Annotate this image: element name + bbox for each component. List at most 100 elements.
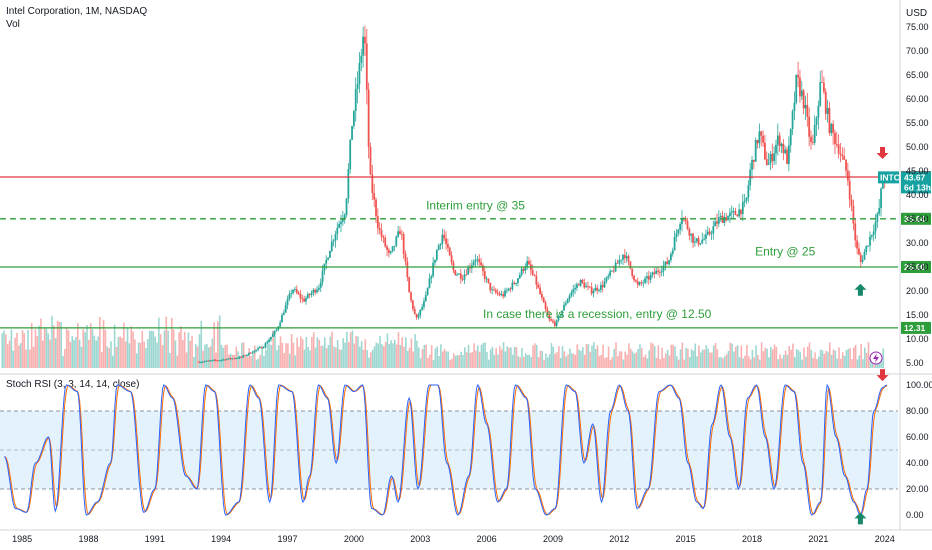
candle-body [660, 271, 663, 273]
candle-body [211, 360, 213, 362]
candle-body [316, 289, 318, 293]
volume-bar [849, 348, 851, 368]
volume-bar [712, 345, 715, 368]
candle-body [603, 281, 606, 288]
candle-body [330, 241, 333, 252]
candle-body [535, 275, 538, 285]
volume-bar [502, 342, 505, 368]
volume-bar [633, 353, 636, 368]
volume-bar [779, 354, 781, 368]
rsi-tick-label: 80.00 [906, 406, 929, 416]
candle-body [609, 271, 611, 276]
volume-bar [252, 353, 254, 368]
time-tick-label: 2006 [477, 534, 497, 544]
candle-body [705, 234, 707, 239]
volume-bar [237, 351, 239, 368]
volume-bar [200, 320, 203, 368]
volume-bar [399, 344, 402, 368]
volume-bar [642, 357, 645, 368]
candle-body [673, 236, 676, 251]
volume-bar [836, 358, 838, 368]
volume-bar [82, 329, 85, 368]
volume-bar [338, 349, 341, 368]
volume-bar [176, 355, 179, 368]
candle-body [760, 131, 763, 136]
volume-bar [515, 347, 518, 368]
volume-bar [130, 326, 133, 368]
volume-bar [71, 336, 74, 368]
candle-body [767, 163, 770, 165]
volume-bar [548, 354, 551, 368]
candle-body [301, 298, 304, 300]
candle-body [708, 231, 711, 234]
volume-bar [206, 343, 208, 368]
volume-bar [430, 345, 433, 368]
volume-bar [333, 346, 335, 368]
volume-bar [5, 334, 7, 368]
candle-body [881, 178, 884, 189]
volume-bar [73, 339, 75, 368]
volume-bar [615, 342, 617, 368]
volume-bar [416, 340, 418, 368]
volume-bar [388, 343, 391, 368]
candle-body [647, 276, 650, 280]
candle-body [441, 234, 444, 244]
volume-bar [250, 356, 252, 368]
candle-body [485, 278, 488, 280]
candle-body [338, 224, 341, 228]
volume-bar [425, 344, 427, 368]
volume-bar [287, 343, 289, 368]
stoch-rsi-label: Stoch RSI (3, 3, 14, 14, close) [6, 379, 140, 390]
candle-body [352, 111, 355, 126]
volume-bar [373, 346, 376, 368]
candle-body [872, 231, 875, 235]
candle-body [806, 105, 809, 117]
candle-body [623, 254, 626, 259]
candle-body [870, 234, 873, 237]
volume-bar [733, 351, 735, 368]
candle-body [699, 243, 702, 245]
volume-bar [414, 334, 416, 368]
candle-body [625, 256, 628, 259]
volume-bar [622, 359, 625, 368]
volume-bar [126, 327, 129, 368]
price-level-label: 35.04 [904, 214, 926, 224]
candle-body [583, 282, 586, 288]
rsi-tick-label: 60.00 [906, 432, 929, 442]
candle-body [701, 239, 704, 244]
volume-bar [631, 351, 634, 368]
volume-bar [167, 330, 169, 368]
volume-bar [773, 344, 776, 368]
candle-body [358, 62, 361, 85]
volume-bar [325, 348, 328, 368]
volume-bar [344, 342, 346, 368]
volume-bar [298, 346, 300, 368]
candle-body [611, 270, 613, 272]
volume-bar [635, 352, 638, 368]
candle-body [279, 322, 282, 327]
volume-bar [88, 339, 90, 368]
volume-bar [729, 342, 732, 368]
rsi-sell-arrow [876, 369, 889, 382]
candle-body [607, 275, 610, 278]
volume-bar [143, 341, 145, 368]
last-price-badge [901, 171, 931, 194]
candle-body [810, 136, 812, 142]
candle-body [598, 289, 600, 291]
candle-body [791, 111, 794, 130]
volume-bar [694, 343, 697, 368]
volume-bar [781, 358, 783, 368]
volume-bar [224, 345, 227, 368]
volume-bar [276, 350, 278, 368]
volume-bar [54, 338, 57, 368]
candle-body [294, 289, 296, 290]
volume-bar [561, 346, 564, 368]
candle-body [376, 216, 379, 229]
rsi-tick-label: 100.00 [906, 380, 932, 390]
candle-body [727, 215, 729, 221]
volume-bar [777, 359, 779, 368]
candle-body [553, 322, 556, 326]
candle-body [590, 287, 593, 294]
volume-bar [170, 317, 173, 368]
volume-bar [379, 335, 381, 368]
